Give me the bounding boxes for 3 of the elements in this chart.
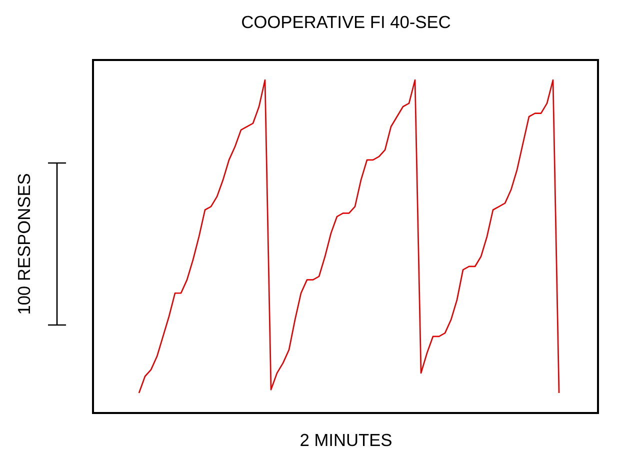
- text: 100 RESPONSES: [18, 174, 30, 314]
- x-axis-title: 2 MINUTES: [300, 434, 392, 446]
- chart-title: COOPERATIVE FI 40-SEC: [242, 16, 450, 28]
